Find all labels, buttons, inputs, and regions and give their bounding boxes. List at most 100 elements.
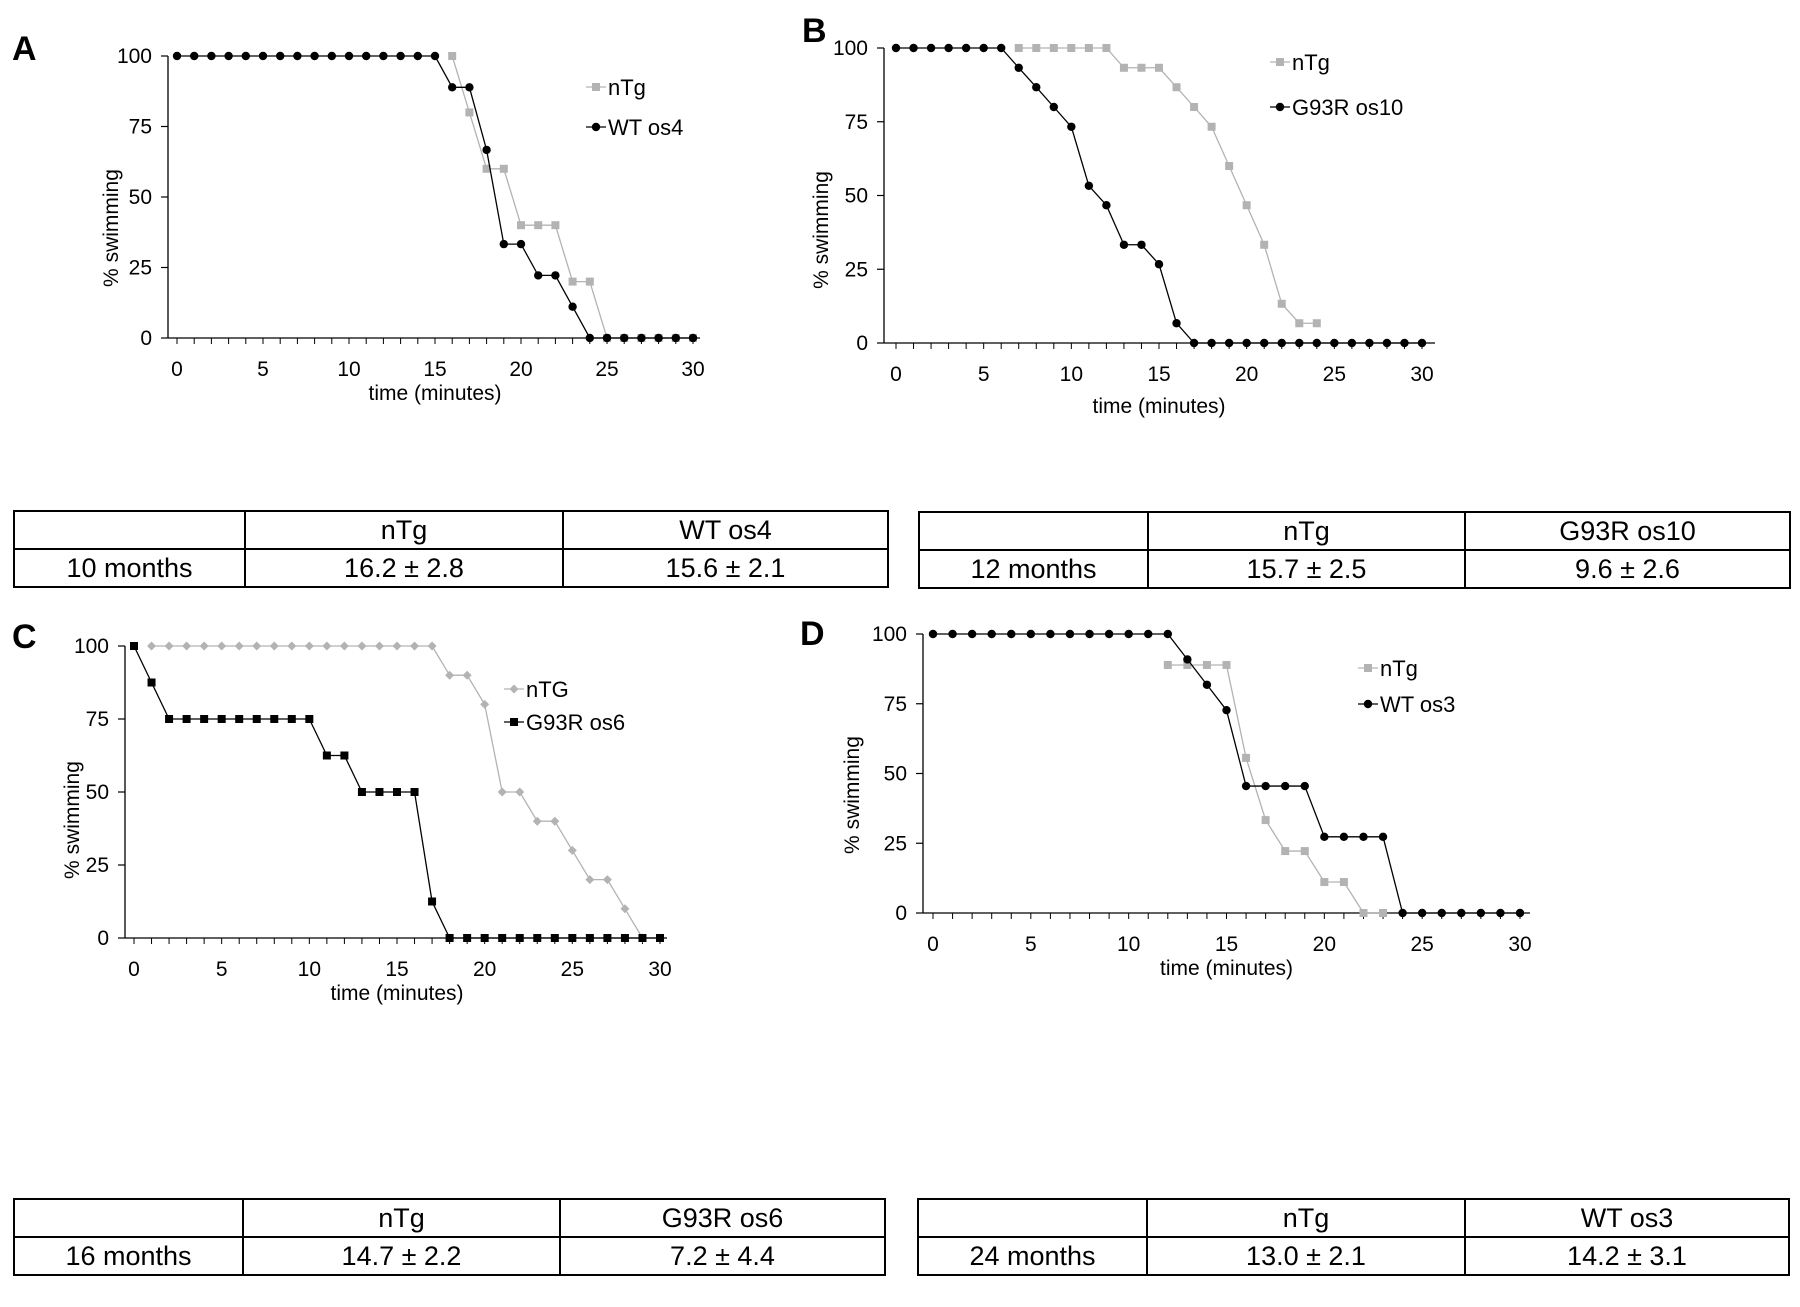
table-cell: WT os4: [562, 510, 889, 550]
data-point: [585, 934, 594, 942]
data-point: [1378, 832, 1388, 842]
data-point: [1065, 629, 1075, 639]
legend-label: nTG: [526, 677, 569, 702]
table-cell: 12 months: [918, 549, 1149, 589]
data-point: [602, 333, 612, 343]
table-cell: [13, 1198, 244, 1238]
data-point: [585, 333, 594, 343]
x-tick-label: 0: [128, 958, 140, 981]
y-tick-label: 75: [86, 708, 109, 731]
data-point: [392, 641, 402, 651]
data-point: [671, 333, 680, 343]
data-point: [445, 670, 455, 680]
data-point: [344, 51, 354, 61]
data-point: [304, 641, 314, 651]
table-cell: 9.6 ± 2.6: [1464, 549, 1791, 589]
data-point: [1515, 908, 1525, 918]
table-cell: nTg: [1146, 1198, 1466, 1238]
data-point: [1339, 832, 1349, 842]
y-tick-label: 50: [845, 185, 868, 208]
data-point: [1172, 83, 1181, 92]
data-point: [1144, 629, 1153, 639]
data-point: [427, 641, 437, 651]
data-point: [252, 715, 261, 723]
data-point: [891, 43, 901, 53]
y-tick-label: 0: [856, 332, 868, 355]
data-point: [1347, 338, 1357, 348]
table-cell: 16 months: [13, 1236, 244, 1276]
data-point: [1026, 629, 1036, 639]
data-point: [1261, 781, 1270, 791]
data-point: [430, 51, 440, 61]
data-point: [1281, 847, 1290, 856]
x-axis-label: time (minutes): [330, 982, 463, 1005]
data-point: [1242, 201, 1251, 210]
data-point: [1277, 299, 1286, 308]
series-mutant: [172, 51, 698, 343]
data-point: [928, 629, 938, 639]
table-cell: 14.7 ± 2.2: [242, 1236, 561, 1276]
data-point: [1398, 908, 1407, 918]
legend-entry: nTg: [586, 75, 646, 100]
data-point: [1154, 260, 1164, 269]
table-cell: WT os3: [1464, 1198, 1790, 1238]
x-tick-label: 10: [337, 358, 360, 381]
data-point: [1242, 338, 1251, 348]
data-point: [340, 751, 349, 760]
data-point: [979, 43, 988, 53]
data-point: [1476, 908, 1486, 918]
data-point: [551, 271, 560, 280]
data-point: [1417, 338, 1427, 348]
table-header-row: nTg G93R os10: [918, 511, 1791, 551]
table-cell: 24 months: [917, 1236, 1148, 1276]
series-ntg: [1163, 660, 1388, 917]
data-point: [1084, 181, 1094, 190]
x-tick-label: 30: [648, 958, 671, 981]
legend-label: WT os3: [1380, 692, 1455, 717]
y-tick-label: 100: [833, 37, 868, 60]
data-point: [1207, 338, 1216, 348]
data-point: [1049, 44, 1058, 52]
panel-letter-a: A: [12, 30, 37, 68]
data-point: [532, 816, 542, 826]
data-point: [199, 641, 209, 651]
table-cell: 14.2 ± 3.1: [1464, 1236, 1790, 1276]
data-point: [1032, 44, 1041, 52]
data-point: [1225, 162, 1234, 170]
data-point: [1049, 102, 1058, 112]
data-point: [620, 333, 629, 343]
data-point: [465, 83, 474, 92]
series-line: [451, 55, 693, 339]
y-axis-label: % swimming: [810, 171, 833, 289]
data-point: [1102, 201, 1111, 210]
data-point: [638, 934, 647, 942]
series-line: [1167, 664, 1384, 914]
x-tick-label: 25: [1323, 363, 1346, 386]
data-point: [1104, 629, 1114, 639]
x-tick-label: 10: [1117, 933, 1140, 956]
data-point: [1242, 753, 1251, 762]
series-mutant: [891, 43, 1427, 348]
data-point: [1222, 705, 1231, 715]
table-header-row: nTg WT os3: [917, 1198, 1790, 1238]
x-tick-label: 20: [1313, 933, 1336, 956]
y-tick-label: 25: [86, 854, 109, 877]
data-point: [1300, 847, 1309, 856]
data-point: [603, 934, 612, 942]
data-point: [550, 934, 559, 942]
data-point: [688, 333, 698, 343]
data-point: [620, 904, 630, 914]
data-point: [305, 715, 314, 723]
data-point: [1437, 908, 1446, 918]
y-tick-label: 25: [884, 832, 907, 855]
data-point: [182, 641, 192, 651]
table-header-row: nTg WT os4: [13, 510, 889, 550]
y-axis-label: % swimming: [100, 169, 123, 287]
data-point: [200, 715, 209, 723]
x-tick-label: 15: [1215, 933, 1238, 956]
x-axis-label: time (minutes): [1160, 957, 1293, 980]
legend-entry: nTg: [1358, 656, 1418, 681]
legend-marker: [591, 122, 601, 132]
data-point: [241, 51, 250, 61]
table-header-row: nTg G93R os6: [13, 1198, 886, 1238]
